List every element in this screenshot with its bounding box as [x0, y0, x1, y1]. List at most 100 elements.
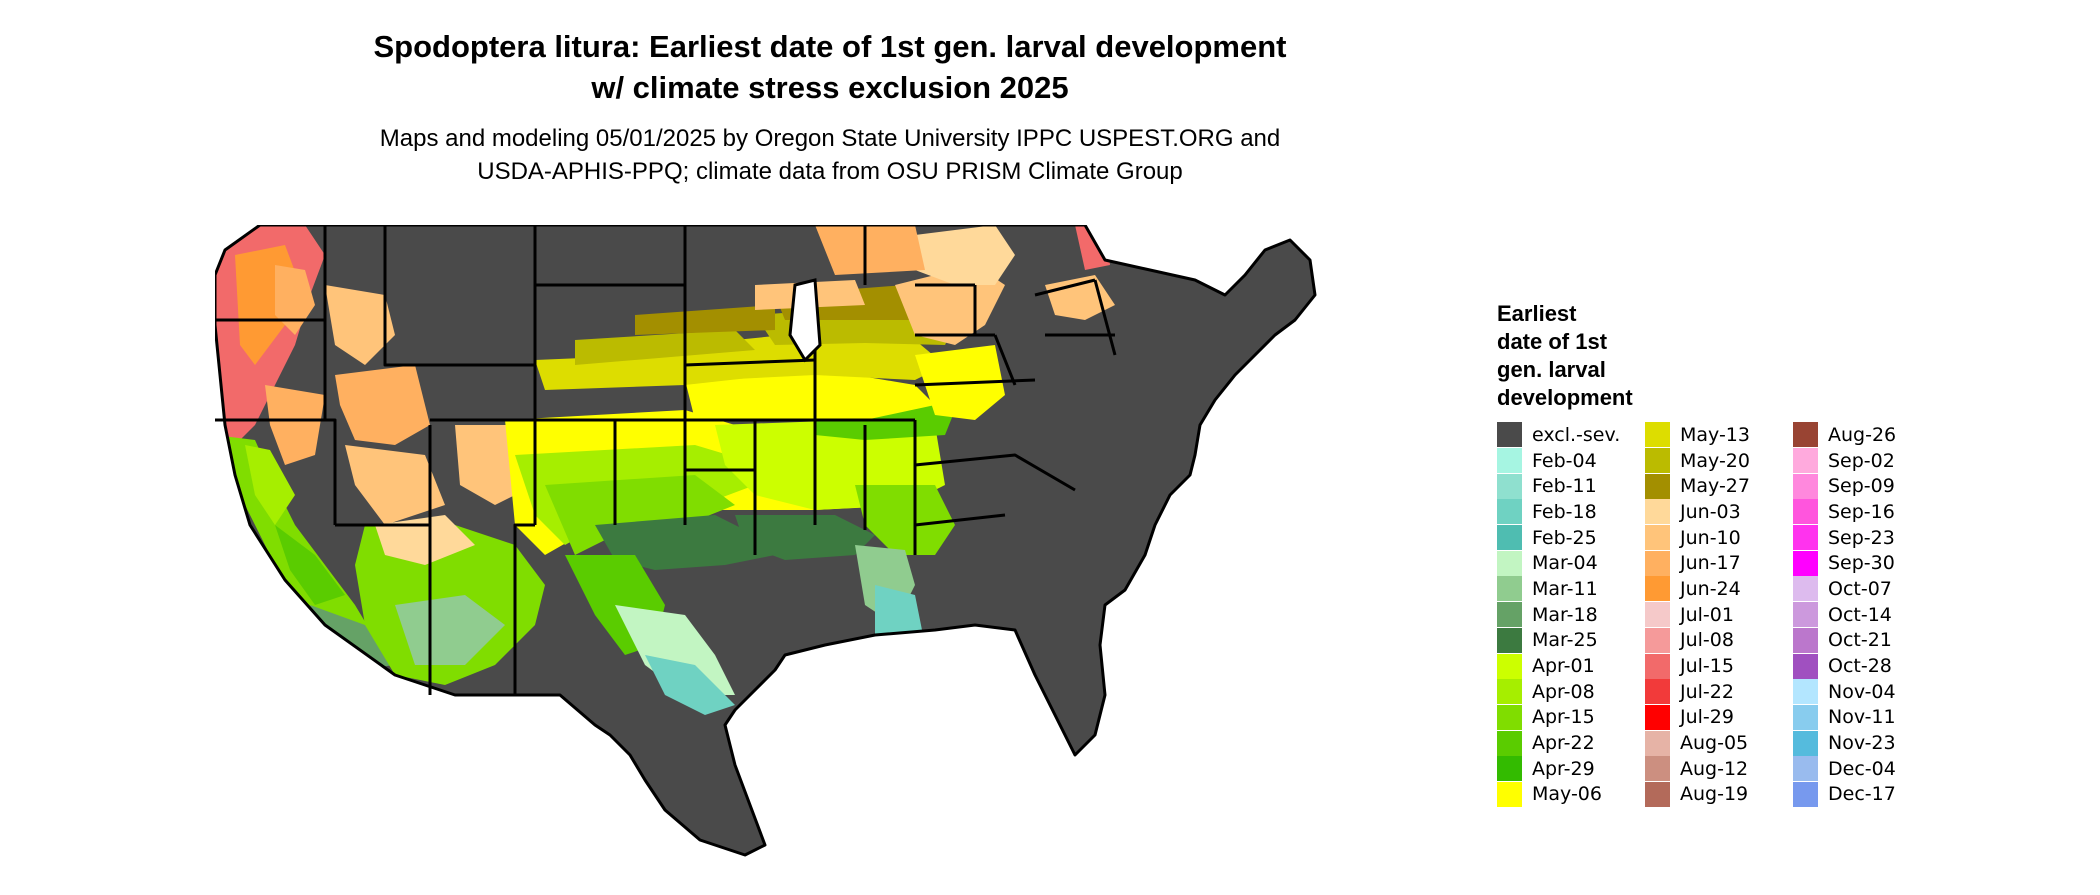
- legend-swatch: [1497, 576, 1522, 602]
- legend-item: Jun-24: [1645, 576, 1793, 602]
- legend-label: Apr-15: [1532, 706, 1595, 729]
- legend-item: May-13: [1645, 422, 1793, 448]
- legend-item: Dec-17: [1793, 781, 1941, 808]
- legend-label: excl.-sev.: [1532, 423, 1621, 446]
- legend-label: May-27: [1680, 475, 1750, 498]
- legend-item: Oct-28: [1793, 653, 1941, 679]
- legend-item: Dec-04: [1793, 756, 1941, 782]
- legend-swatch: [1793, 627, 1818, 653]
- legend-item: Jul-22: [1645, 679, 1793, 705]
- legend-item: Jun-17: [1645, 550, 1793, 576]
- map-subtitle: Maps and modeling 05/01/2025 by Oregon S…: [300, 122, 1360, 188]
- legend-label: Sep-02: [1828, 449, 1895, 472]
- legend-item: Sep-09: [1793, 473, 1941, 499]
- legend-swatch: [1793, 679, 1818, 705]
- legend-swatch: [1497, 781, 1522, 807]
- legend-swatch: [1497, 756, 1522, 782]
- legend-title-line: development: [1497, 385, 1633, 410]
- legend-label: Jul-08: [1680, 629, 1734, 652]
- legend-item: Mar-11: [1497, 576, 1645, 602]
- lake-michigan: [788, 278, 822, 363]
- legend-label: Aug-05: [1680, 732, 1749, 755]
- us-map: [213, 223, 1460, 890]
- legend-swatch: [1645, 448, 1670, 474]
- legend-swatch: [1497, 499, 1522, 525]
- legend-item: Feb-11: [1497, 473, 1645, 499]
- legend-swatch: [1645, 602, 1670, 628]
- legend-item: Feb-04: [1497, 448, 1645, 474]
- legend-title: Earliest date of 1st gen. larval develop…: [1497, 300, 1697, 412]
- legend-item: Sep-30: [1793, 550, 1941, 576]
- legend-label: Jun-17: [1680, 552, 1741, 575]
- legend-column: May-13 May-20 May-27 Jun-03 Jun-10 Jun-17 Jun-…: [1645, 422, 1793, 807]
- legend-swatch: [1793, 781, 1818, 807]
- legend-item: Nov-11: [1793, 704, 1941, 731]
- legend-label: Feb-04: [1532, 449, 1597, 472]
- legend-item: Jun-10: [1645, 525, 1793, 551]
- legend-swatch: [1497, 704, 1522, 730]
- legend-swatch: [1497, 422, 1522, 448]
- legend-item: Feb-18: [1497, 499, 1645, 525]
- legend-label: Feb-25: [1532, 526, 1597, 549]
- legend-swatch: [1497, 627, 1522, 653]
- legend-label: Feb-18: [1532, 500, 1597, 523]
- legend-item: Oct-14: [1793, 602, 1941, 628]
- legend-label: Sep-16: [1828, 500, 1895, 523]
- legend-item: May-20: [1645, 448, 1793, 474]
- legend-swatch: [1793, 499, 1818, 525]
- legend-label: Sep-09: [1828, 475, 1895, 498]
- legend-swatch: [1793, 550, 1818, 576]
- legend-swatch: [1793, 756, 1818, 782]
- legend-column: excl.-sev. Feb-04 Feb-11 Feb-18 Feb-25 Mar-04…: [1497, 422, 1645, 807]
- legend-label: Aug-12: [1680, 757, 1749, 780]
- legend-label: Mar-04: [1532, 552, 1598, 575]
- legend-item: Oct-07: [1793, 576, 1941, 602]
- legend-label: Nov-11: [1828, 706, 1896, 729]
- legend-label: Jun-24: [1680, 577, 1741, 600]
- legend-label: Oct-14: [1828, 603, 1892, 626]
- legend-label: Mar-18: [1532, 603, 1598, 626]
- legend-swatch: [1497, 679, 1522, 705]
- legend-swatch: [1793, 653, 1818, 679]
- legend-item: May-27: [1645, 473, 1793, 499]
- legend-label: Oct-28: [1828, 655, 1892, 678]
- legend-item: Jul-01: [1645, 602, 1793, 628]
- map-title-line-2: w/ climate stress exclusion 2025: [591, 70, 1069, 105]
- legend-title-line: date of 1st: [1497, 329, 1608, 354]
- legend-label: Apr-22: [1532, 732, 1595, 755]
- legend-swatch: [1645, 576, 1670, 602]
- legend-label: Jul-22: [1680, 680, 1734, 703]
- state-borders: [213, 223, 1317, 857]
- legend-item: Sep-23: [1793, 525, 1941, 551]
- legend-swatch: [1793, 422, 1818, 448]
- legend-label: Apr-29: [1532, 757, 1595, 780]
- legend-swatch: [1645, 756, 1670, 782]
- legend-label: Sep-23: [1828, 526, 1895, 549]
- us-map-svg: [213, 223, 1317, 857]
- legend-item: Mar-04: [1497, 550, 1645, 576]
- legend-item: Jul-08: [1645, 627, 1793, 654]
- legend-item: Apr-29: [1497, 756, 1645, 782]
- legend-item: Apr-22: [1497, 730, 1645, 756]
- legend-item: Aug-19: [1645, 781, 1793, 808]
- legend-item: Oct-21: [1793, 627, 1941, 654]
- legend-label: May-13: [1680, 423, 1750, 446]
- legend-item: Mar-25: [1497, 627, 1645, 654]
- legend-swatch: [1497, 653, 1522, 679]
- legend-swatch: [1645, 473, 1670, 499]
- legend-title-line: Earliest: [1497, 301, 1577, 326]
- legend-swatch: [1645, 627, 1670, 653]
- legend-item: Aug-05: [1645, 730, 1793, 756]
- legend-label: Aug-19: [1680, 783, 1749, 806]
- legend-item: Jul-15: [1645, 653, 1793, 679]
- legend-swatch: [1793, 473, 1818, 499]
- legend-label: Mar-11: [1532, 577, 1598, 600]
- legend: Earliest date of 1st gen. larval develop…: [1497, 300, 1896, 807]
- legend-label: Jul-15: [1680, 655, 1734, 678]
- legend-item: May-06: [1497, 781, 1645, 808]
- legend-label: Jul-01: [1680, 603, 1734, 626]
- legend-swatch: [1497, 550, 1522, 576]
- legend-label: Nov-04: [1828, 680, 1896, 703]
- legend-columns: excl.-sev. Feb-04 Feb-11 Feb-18 Feb-25 Mar-04…: [1497, 422, 1941, 807]
- legend-item: Apr-01: [1497, 653, 1645, 679]
